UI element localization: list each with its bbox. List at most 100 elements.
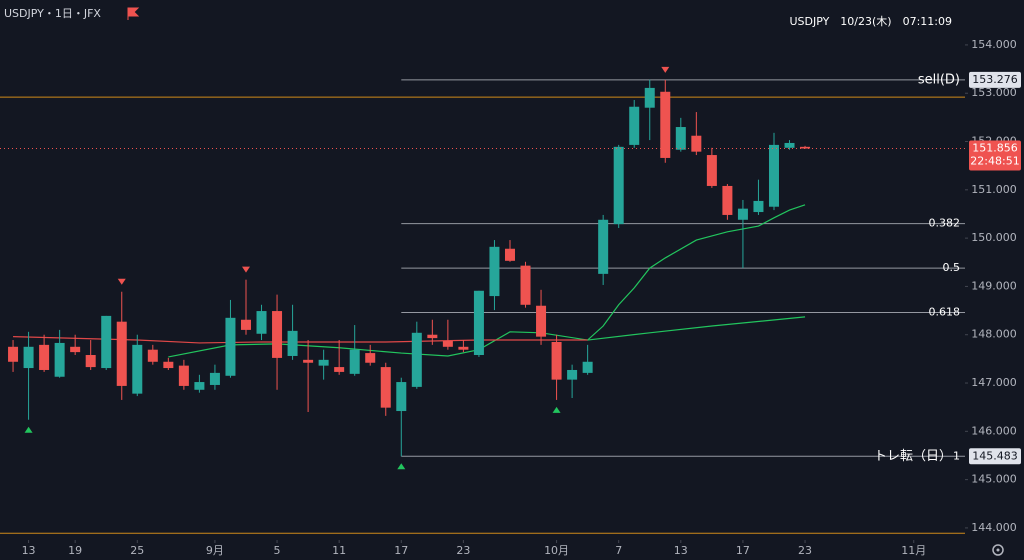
symbol-line: USDJPY・1日・JFX [4, 7, 101, 20]
candle-body [54, 342, 65, 377]
candle-body [598, 219, 609, 274]
level-label: 0.5 [943, 261, 961, 274]
countdown-label: 22:48:51 [970, 154, 1019, 167]
candle-body [722, 185, 733, 215]
candle-body [768, 144, 779, 207]
level-label: sell(D) [918, 72, 960, 87]
clock: USDJPY 10/23(木) 07:11:09 [789, 15, 952, 28]
y-tick-label: 151.000 [971, 183, 1017, 196]
candle-body [380, 367, 391, 408]
candle-body [396, 382, 407, 412]
candle-body [784, 142, 795, 148]
candle-body [23, 346, 34, 369]
x-tick-label: 10月 [544, 544, 569, 557]
x-tick-label: 5 [274, 544, 281, 557]
candle-body [85, 355, 96, 368]
last-price-label: 151.856 [972, 141, 1018, 154]
y-tick-label: 147.000 [971, 376, 1017, 389]
x-tick-label: 11 [332, 544, 346, 557]
x-tick-label: 23 [798, 544, 812, 557]
candle-body [303, 359, 314, 363]
x-tick-label: 17 [394, 544, 408, 557]
candle-body [613, 146, 624, 225]
candle-body [442, 341, 453, 347]
y-tick-label: 145.000 [971, 473, 1017, 486]
candle-body [567, 369, 578, 380]
y-tick-label: 153.000 [971, 86, 1017, 99]
x-tick-label: 17 [736, 544, 750, 557]
candle-body [582, 361, 593, 373]
candle-body [132, 344, 143, 394]
candle-body [287, 330, 298, 356]
candle-body [101, 315, 112, 369]
price-box-label: 145.483 [972, 449, 1018, 462]
candle-body [675, 127, 686, 150]
x-tick-label: 7 [615, 544, 622, 557]
sell-signal [661, 66, 670, 73]
candle-body [365, 353, 376, 363]
y-tick-label: 150.000 [971, 231, 1017, 244]
price-box [969, 448, 1021, 465]
candle-body [473, 290, 484, 356]
candle-body [209, 372, 220, 385]
sell-signal [241, 266, 250, 273]
x-tick-label: 19 [68, 544, 82, 557]
sell-signal [117, 278, 126, 285]
candle-body [8, 346, 19, 362]
candle-body [737, 208, 748, 220]
candle-body [489, 246, 500, 297]
candle-body [272, 311, 283, 358]
gear[interactable] [992, 544, 1004, 556]
candle-body [644, 87, 655, 108]
last-price-box [969, 140, 1021, 171]
flag-icon[interactable] [127, 7, 140, 20]
candle-body [147, 349, 158, 362]
candle-body [706, 155, 717, 186]
candle-body [411, 332, 422, 387]
level-label: 1 [953, 449, 960, 462]
candle-body [427, 334, 438, 339]
y-tick-label: 144.000 [971, 521, 1017, 534]
candle-body [256, 311, 267, 334]
candle-body [691, 135, 702, 152]
level-label: 0.382 [929, 217, 961, 230]
y-tick-label: 146.000 [971, 424, 1017, 437]
candle-body [629, 106, 640, 145]
buy-signal [24, 426, 33, 433]
candle-body [753, 200, 764, 213]
buy-signal [552, 406, 561, 413]
x-tick-label: 13 [22, 544, 36, 557]
candle-body [520, 265, 531, 305]
moving-average [168, 204, 806, 358]
moving-average [587, 316, 806, 341]
y-tick-label: 154.000 [971, 38, 1017, 51]
settings-icon[interactable] [992, 544, 1004, 556]
level-note: トレ転（日） [874, 449, 952, 464]
x-tick-label: 13 [674, 544, 688, 557]
x-tick-label: 23 [456, 544, 470, 557]
candle-body [163, 361, 174, 369]
candle-body [349, 349, 360, 374]
gear-center[interactable] [996, 548, 1000, 552]
candle-body [70, 346, 81, 353]
candle-body [178, 365, 189, 386]
price-box-label: 153.276 [972, 73, 1018, 86]
candle-body [800, 146, 811, 149]
x-tick-label: 25 [130, 544, 144, 557]
candle-body [194, 382, 205, 390]
candle-body [660, 91, 671, 158]
candle-body [551, 341, 562, 380]
candle-body [240, 319, 251, 330]
buy-signal [397, 463, 406, 470]
candle-body [536, 305, 547, 337]
candle-body [458, 346, 469, 350]
candle-body [334, 367, 345, 372]
candle-body [318, 359, 329, 366]
candle-body [116, 321, 127, 386]
y-tick-label: 149.000 [971, 279, 1017, 292]
x-tick-label: 9月 [206, 544, 224, 557]
candle-body [504, 248, 515, 261]
x-tick-label: 11月 [901, 544, 926, 557]
